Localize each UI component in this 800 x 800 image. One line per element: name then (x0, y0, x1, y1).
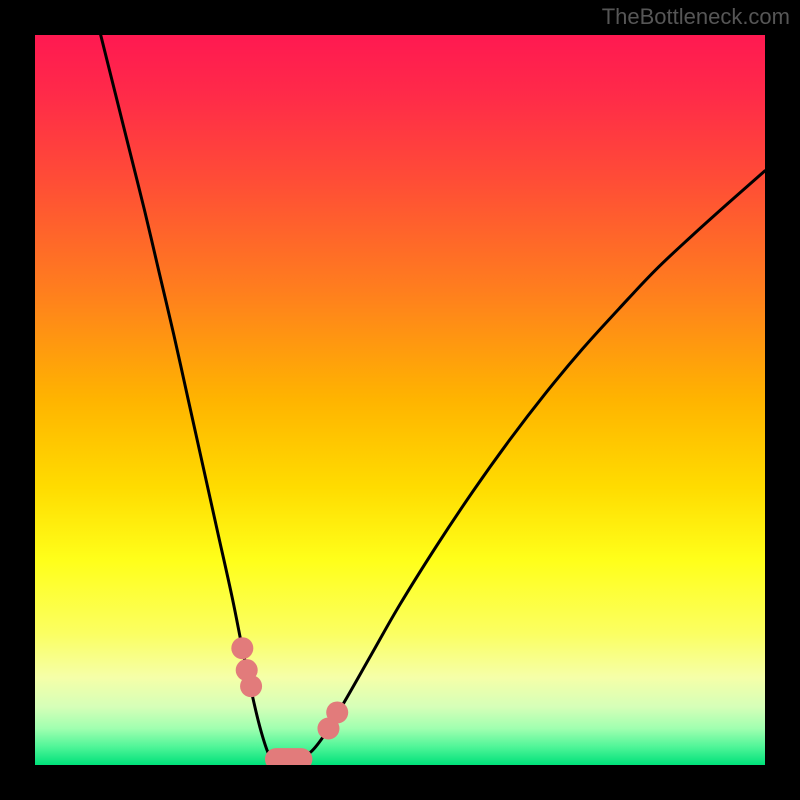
valley-dot-right-1 (326, 701, 348, 723)
gradient-background (35, 35, 765, 765)
watermark-label: TheBottleneck.com (602, 4, 790, 30)
chart-svg (0, 0, 800, 800)
chart-frame: TheBottleneck.com (0, 0, 800, 800)
valley-dot-left-2 (231, 637, 253, 659)
valley-dot-left-1 (236, 659, 258, 681)
